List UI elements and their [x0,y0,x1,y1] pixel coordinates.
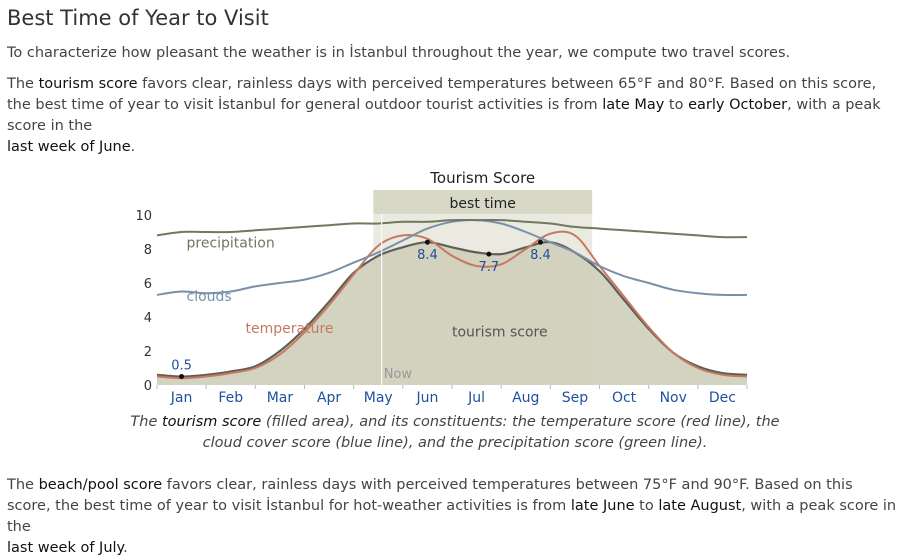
best-end: early October [688,97,788,113]
tourism-score-term: tourism score [38,76,138,92]
y-tick-label: 8 [144,243,152,258]
month-label: Jul [467,390,485,406]
y-tick-label: 4 [144,311,152,326]
text-segment: favors clear, rainless days with perceiv… [7,76,877,113]
annotation-point [424,239,430,245]
text-segment: favors clear, rainless days with perceiv… [7,477,853,514]
annotation-point [486,251,492,257]
month-label: Apr [317,390,341,406]
text-segment: to [664,97,689,113]
text-segment: to [634,498,659,514]
series-label: precipitation [187,235,275,251]
peak-period: last week of June [7,139,131,155]
beach-score-term: beach/pool score [38,477,163,493]
text-segment: . [123,540,128,556]
month-label: Dec [709,390,736,406]
best-time-header [373,190,593,214]
tourism-score-area [157,242,747,385]
month-label: Jun [415,390,438,406]
annotation-label: 8.4 [530,248,551,263]
y-tick-label: 6 [144,277,152,292]
beach-paragraph: The beach/pool score favors clear, rainl… [7,475,897,559]
y-tick-label: 10 [135,209,152,224]
text-segment: (filled area), and its constituents: the… [202,414,780,451]
now-label: Now [384,367,413,382]
annotation-label: 8.4 [417,248,438,263]
intro-paragraph: To characterize how pleasant the weather… [7,45,791,61]
tourism-score-line [156,240,748,378]
precipitation-line [156,218,748,239]
annotation-point [538,239,543,245]
month-label: Aug [512,390,539,406]
annotation-point [179,374,185,379]
tourism-score-chart: best time Tourism Score 0 2 4 6 8 10 Jan Feb Mar Ap… [135,169,748,406]
month-label: Nov [660,390,687,406]
series-label: temperature [246,321,334,337]
best-time-label: best time [450,196,516,212]
month-label: Jan [170,390,193,406]
best-end: late August [658,498,742,514]
chart-caption: The tourism score (filled area), and its… [130,412,780,454]
text-segment: , with a peak score in the [7,498,897,535]
text-segment: The [7,477,39,493]
best-start: late May [602,97,665,113]
chart-title: Tourism Score [429,169,535,187]
temperature-line [156,230,748,380]
series-label: clouds [187,289,232,305]
month-label: May [364,390,393,406]
page-title: Best Time of Year to Visit [7,6,269,30]
month-label: Sep [562,390,589,406]
best-start: late June [570,498,635,514]
text-segment: , with a peak score in the [7,97,881,134]
y-tick-label: 2 [144,345,152,360]
annotation-label: 7.7 [479,260,500,275]
text-segment: The [7,76,39,92]
tourism-score-term: tourism score [161,414,262,430]
month-label: Feb [218,390,243,406]
month-label: Oct [612,390,637,406]
text-segment: The [130,414,162,430]
y-tick-label: 0 [144,379,152,394]
series-label: tourism score [452,325,548,341]
clouds-line [156,219,748,297]
month-label: Mar [267,390,294,406]
annotation-label: 0.5 [171,359,192,374]
peak-period: last week of July [7,540,124,556]
tourism-paragraph: The tourism score favors clear, rainless… [7,74,897,158]
text-segment: . [130,139,136,155]
